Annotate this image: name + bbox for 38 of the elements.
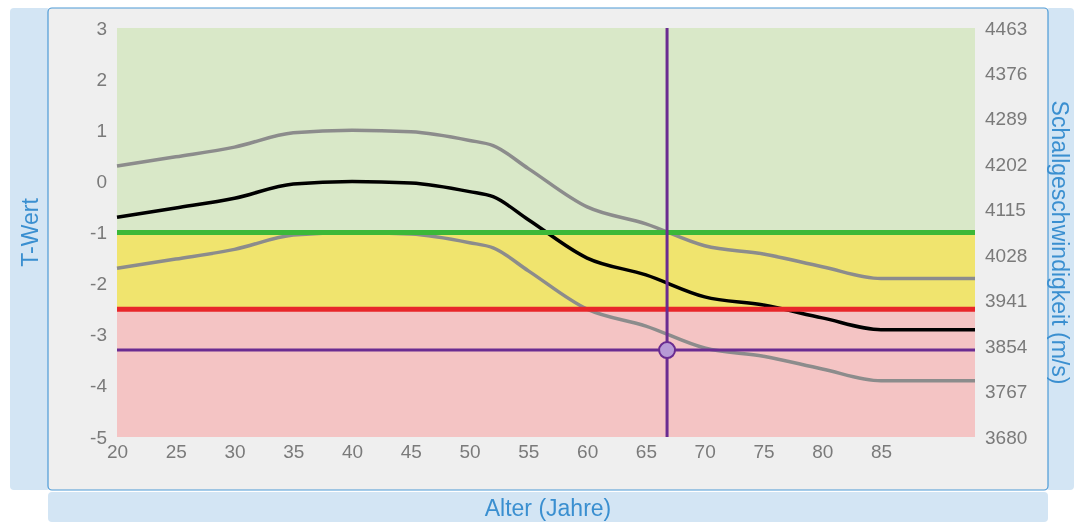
- y-axis-title: T-Wert: [17, 197, 43, 267]
- y-tick-label: -3: [90, 324, 107, 346]
- x-axis-title: Alter (Jahre): [484, 495, 612, 521]
- y2-tick-label: 4376: [985, 63, 1028, 85]
- x-tick-label: 30: [224, 441, 246, 463]
- x-tick-label: 80: [812, 441, 834, 463]
- x-tick-label: 25: [165, 441, 187, 463]
- y2-tick-label: 3854: [985, 335, 1028, 357]
- x-tick-label: 35: [283, 441, 305, 463]
- line-series: [115, 128, 977, 281]
- y2-tick-label: 3680: [985, 426, 1028, 448]
- x-tick-label: 45: [400, 441, 422, 463]
- x-tick-label: 60: [577, 441, 599, 463]
- line-series: [115, 179, 977, 332]
- y-tick-label: 2: [96, 68, 107, 90]
- y-tick-label: 3: [96, 17, 107, 39]
- x-tick-label: 75: [753, 441, 775, 463]
- y2-tick-label: 4463: [985, 17, 1028, 39]
- y2-tick-label: 3941: [985, 290, 1028, 312]
- x-tick-label: 40: [342, 441, 364, 463]
- y2-tick-label: 4028: [985, 244, 1028, 266]
- x-tick-label: 50: [459, 441, 481, 463]
- y-tick-label: -4: [90, 375, 108, 397]
- x-tick-label: 55: [518, 441, 540, 463]
- y2-tick-label: 4202: [985, 153, 1028, 175]
- x-tick-label: 70: [694, 441, 716, 463]
- y2-axis-title: Schallgeschwindigkeit (m/s): [1047, 100, 1073, 385]
- x-tick-label: 20: [106, 441, 129, 463]
- y2-tick-label: 4289: [985, 108, 1028, 130]
- y2-tick-label: 3767: [985, 381, 1028, 403]
- y-tick-label: -1: [90, 222, 107, 244]
- y2-tick-label: 4115: [985, 199, 1026, 221]
- x-tick-label: 85: [870, 441, 893, 463]
- y-tick-label: 1: [96, 119, 107, 141]
- y-tick-label: -2: [90, 273, 107, 295]
- y-tick-label: -5: [90, 426, 107, 448]
- y-tick-label: 0: [96, 170, 107, 192]
- x-tick-label: 65: [635, 441, 657, 463]
